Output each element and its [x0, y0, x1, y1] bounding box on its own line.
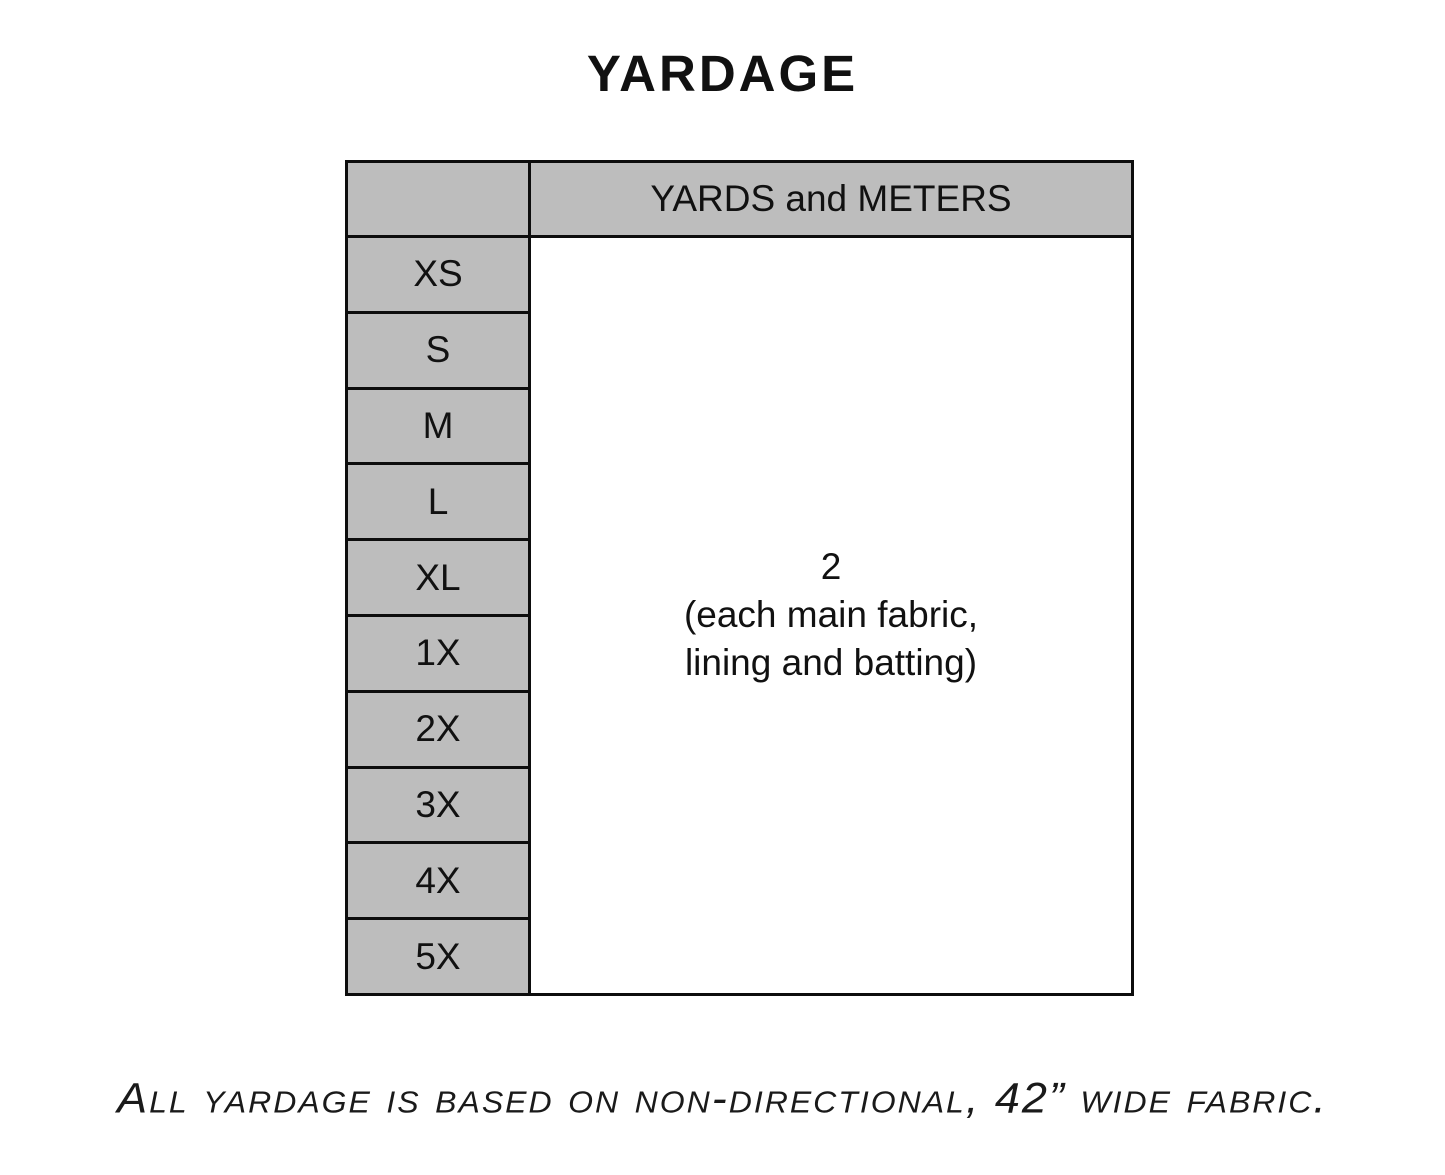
size-cell-3x: 3X [345, 765, 531, 845]
table-row: 3X [345, 765, 1133, 845]
size-cell-5x: 5X [345, 917, 531, 996]
size-cell-1x: 1X [345, 613, 531, 693]
size-cell-2x: 2X [345, 689, 531, 769]
table-row: XS 2 (each main fabric, lining and batti… [345, 235, 1134, 996]
table-row: 4X [345, 841, 1133, 921]
size-cell-4x: 4X [345, 841, 531, 921]
yardage-amount: 2 [820, 546, 842, 588]
table-header-row: YARDS and METERS [345, 160, 1134, 238]
yardage-detail-line-1: (each main fabric, [683, 594, 979, 636]
page-title: YARDAGE [586, 45, 859, 102]
table-row: 1X [345, 613, 1133, 693]
column-header-yards-meters: YARDS and METERS [528, 160, 1134, 238]
yardage-table: YARDS and METERS XS 2 (each main fabric,… [345, 160, 1134, 996]
size-cell-m: M [345, 386, 531, 466]
table-row: L [345, 462, 1133, 542]
table-row: XL [345, 538, 1133, 617]
corner-cell [345, 160, 531, 238]
yardage-detail-line-2: lining and batting) [684, 642, 978, 684]
yardage-value-cell: 2 (each main fabric, lining and batting) [528, 235, 1134, 996]
table-row: M [345, 386, 1133, 466]
table-row: 2X [345, 689, 1133, 769]
size-cell-s: S [345, 310, 531, 390]
table-row: S [345, 310, 1133, 390]
size-cell-xs: XS [345, 235, 531, 314]
size-cell-xl: XL [345, 538, 531, 617]
yardage-footnote: All yardage is based on non-directional,… [117, 1073, 1328, 1122]
table-row: 5X [345, 917, 1133, 996]
size-cell-l: L [345, 462, 531, 542]
